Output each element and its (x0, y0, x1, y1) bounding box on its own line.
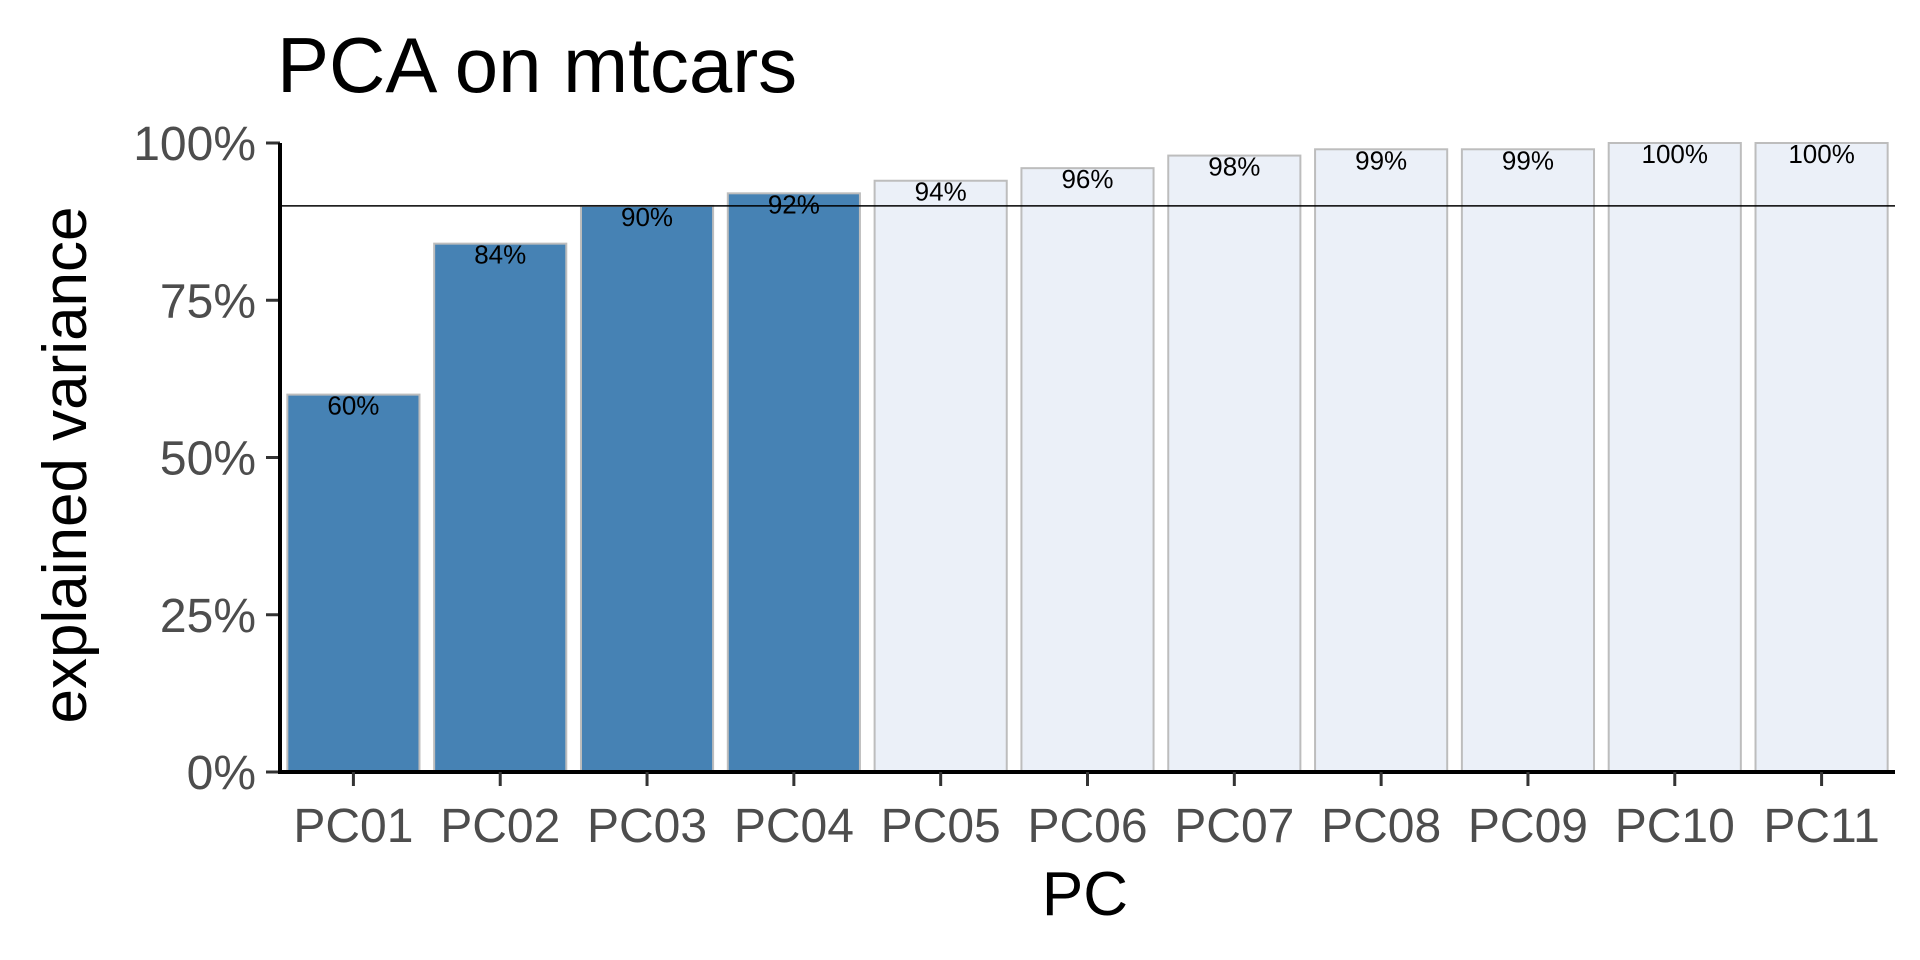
y-tick-label: 50% (160, 433, 256, 486)
x-tick-label-pc06: PC06 (1027, 800, 1147, 853)
bar-pc02 (433, 242, 568, 773)
data-label-pc09: 99% (1502, 145, 1554, 175)
data-label-pc02: 84% (474, 240, 526, 270)
bar-pc11 (1754, 142, 1889, 773)
x-tick-label-pc07: PC07 (1174, 800, 1294, 853)
data-labels: 60% 84% 90% 92% 94% 96% 98% 99% 99% 100% 100% (327, 139, 1854, 421)
x-tick-label-pc11: PC11 (1763, 800, 1880, 853)
bar-pc04 (726, 192, 861, 773)
data-label-pc06: 96% (1061, 164, 1113, 194)
bar-pc07 (1167, 154, 1302, 773)
x-tick-label-pc01: PC01 (293, 800, 413, 853)
x-tick-label-pc02: PC02 (440, 800, 560, 853)
x-tick-label-pc08: PC08 (1321, 800, 1441, 853)
x-tick-label-pc04: PC04 (734, 800, 854, 853)
bar-pc10 (1607, 142, 1742, 773)
y-axis-title: explained variance (31, 206, 100, 723)
data-label-pc07: 98% (1208, 152, 1260, 182)
bar-pc06 (1020, 167, 1155, 774)
y-tick-label: 25% (160, 590, 256, 643)
bar-pc05 (873, 179, 1008, 774)
x-tick-label-pc10: PC10 (1615, 800, 1735, 853)
x-tick-label-pc09: PC09 (1468, 800, 1588, 853)
y-axis-ticks: 0% 25% 50% 75% 100% (133, 118, 280, 800)
x-tick-label-pc05: PC05 (881, 800, 1001, 853)
data-label-pc04: 92% (768, 189, 820, 219)
data-label-pc05: 94% (915, 177, 967, 207)
x-axis-title: PC (1042, 860, 1128, 929)
bars (286, 142, 1889, 774)
y-tick-label: 100% (133, 118, 256, 171)
data-label-pc10: 100% (1642, 139, 1709, 169)
bar-pc09 (1460, 148, 1596, 774)
bar-pc08 (1314, 148, 1449, 774)
bar-pc01 (286, 393, 421, 773)
x-axis-ticks: PC01 PC02 PC03 PC04 PC05 PC06 PC07 PC08 PC09 PC10… (293, 772, 1880, 853)
chart-title: PCA on mtcars (277, 21, 797, 109)
data-label-pc08: 99% (1355, 145, 1407, 175)
data-label-pc11: 100% (1788, 139, 1855, 169)
data-label-pc01: 60% (327, 391, 379, 421)
data-label-pc03: 90% (621, 202, 673, 232)
x-tick-label-pc03: PC03 (587, 800, 707, 853)
y-tick-label: 75% (160, 275, 256, 328)
bar-pc03 (579, 204, 715, 773)
y-tick-label: 0% (187, 747, 256, 800)
